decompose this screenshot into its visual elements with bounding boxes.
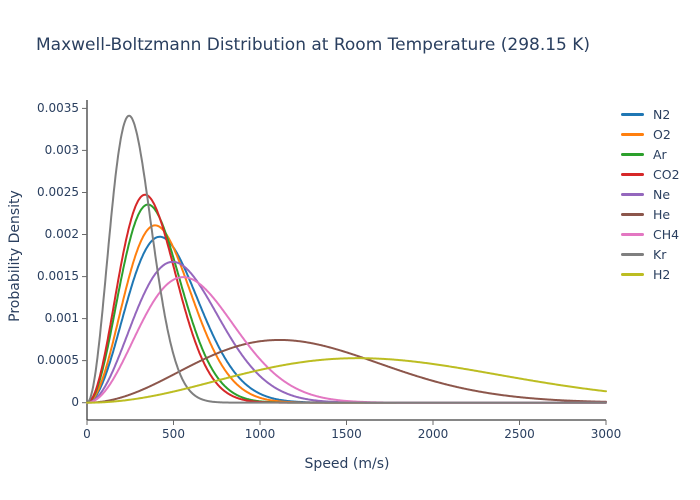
legend-line-swatch [621, 232, 644, 236]
legend-item-Ne[interactable]: Ne [621, 184, 680, 204]
series-line-Ne [86, 260, 607, 404]
legend-label: CO2 [653, 166, 680, 182]
legend-item-H2[interactable]: H2 [621, 264, 680, 284]
chart-title: Maxwell-Boltzmann Distribution at Room T… [36, 35, 591, 55]
y-axis-title: Probability Density [7, 190, 23, 322]
legend-label: H2 [653, 266, 671, 282]
series-line-Kr [86, 114, 607, 404]
x-tick-label: 1000 [244, 427, 276, 441]
y-tick-label: 0.003 [44, 142, 79, 157]
legend-item-O2[interactable]: O2 [621, 124, 680, 144]
legend-line-swatch [621, 252, 644, 256]
x-tick-label: 500 [162, 427, 185, 441]
legend-label: O2 [653, 126, 671, 142]
legend-line-swatch [621, 192, 644, 196]
y-tick-label: 0.0035 [37, 100, 79, 115]
legend-item-He[interactable]: He [621, 204, 680, 224]
legend-line-swatch [621, 152, 644, 156]
legend-label: He [653, 206, 671, 222]
series-line-He [86, 338, 607, 404]
legend-line-swatch [621, 112, 644, 116]
x-tick-label: 2500 [504, 427, 535, 441]
series-line-H2 [86, 357, 607, 404]
y-tick-label: 0.002 [44, 227, 79, 241]
legend-item-CO2[interactable]: CO2 [621, 164, 680, 184]
x-tick-label: 0 [83, 427, 91, 441]
y-tick-label: 0.0005 [37, 353, 79, 368]
x-tick-label: 2000 [417, 427, 449, 441]
x-tick-label: 3000 [590, 427, 622, 441]
y-tick-label: 0.001 [44, 311, 79, 326]
x-tick-label: 1500 [331, 427, 362, 441]
legend-label: Ne [653, 186, 671, 202]
legend-line-swatch [621, 132, 644, 136]
legend-label: Kr [653, 246, 667, 262]
legend-line-swatch [621, 272, 644, 276]
y-tick-label: 0 [71, 395, 79, 410]
y-tick-label: 0.0025 [37, 185, 79, 199]
series-line-CH4 [86, 276, 607, 404]
legend-item-N2[interactable]: N2 [621, 104, 680, 124]
y-tick-label: 0.0015 [37, 269, 79, 284]
legend-label: N2 [653, 106, 671, 122]
x-axis-title: Speed (m/s) [304, 456, 390, 472]
legend-line-swatch [621, 212, 644, 216]
legend-label: CH4 [653, 226, 680, 242]
legend-label: Ar [653, 146, 667, 162]
legend-item-Ar[interactable]: Ar [621, 144, 680, 164]
legend-item-Kr[interactable]: Kr [621, 244, 680, 264]
legend-line-swatch [621, 172, 644, 176]
legend-item-CH4[interactable]: CH4 [621, 224, 680, 244]
series-line-CO2 [86, 193, 607, 404]
legend: N2 O2 Ar CO2 Ne He CH4 Kr H2 [621, 104, 680, 284]
